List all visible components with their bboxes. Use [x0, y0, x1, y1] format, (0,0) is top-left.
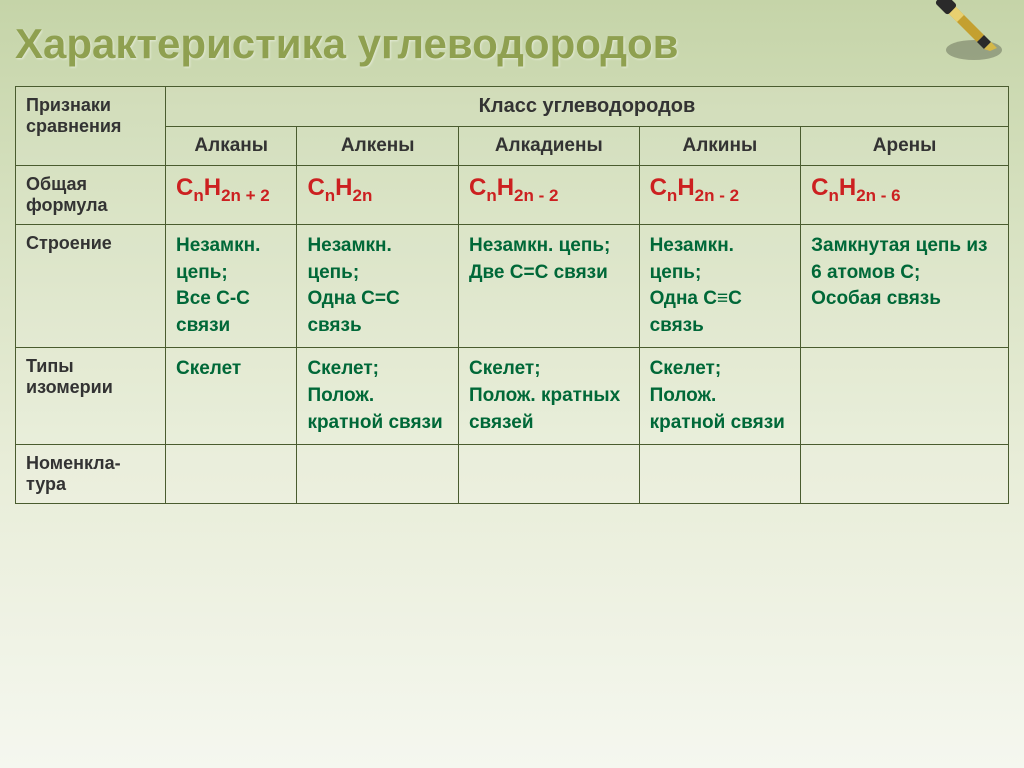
nomenclature-header: Номенкла-тура [16, 445, 166, 504]
col-alkanes: Алканы [166, 127, 297, 166]
structure-alkanes: Незамкн. цепь;Все С-С связи [166, 225, 297, 348]
nomen-alkadienes [458, 445, 639, 504]
class-group-header: Класс углеводородов [166, 87, 1009, 127]
isomer-alkanes: Скелет [166, 348, 297, 445]
isomer-alkynes: Скелет;Полож. кратной связи [639, 348, 801, 445]
isomer-alkenes: Скелет;Полож. кратной связи [297, 348, 459, 445]
formula-arenes: CnH2n - 6 [801, 166, 1009, 225]
isomer-arenes [801, 348, 1009, 445]
nomen-alkanes [166, 445, 297, 504]
formula-alkenes: CnH2n [297, 166, 459, 225]
comparison-header: Признаки сравнения [16, 87, 166, 166]
structure-alkynes: Незамкн. цепь;Одна С≡С связь [639, 225, 801, 348]
formula-alkadienes: CnH2n - 2 [458, 166, 639, 225]
col-alkadienes: Алкадиены [458, 127, 639, 166]
structure-alkenes: Незамкн. цепь;Одна С=С связь [297, 225, 459, 348]
page-title: Характеристика углеводородов [15, 20, 1009, 68]
col-alkenes: Алкены [297, 127, 459, 166]
col-alkynes: Алкины [639, 127, 801, 166]
nomen-alkynes [639, 445, 801, 504]
isomerism-header: Типы изомерии [16, 348, 166, 445]
nomen-alkenes [297, 445, 459, 504]
nomen-arenes [801, 445, 1009, 504]
structure-alkadienes: Незамкн. цепь;Две С=С связи [458, 225, 639, 348]
isomer-alkadienes: Скелет;Полож. кратных связей [458, 348, 639, 445]
pen-decoration [889, 0, 1009, 95]
structure-header: Строение [16, 225, 166, 348]
formula-header: Общая формула [16, 166, 166, 225]
formula-alkynes: CnH2n - 2 [639, 166, 801, 225]
formula-alkanes: CnH2n + 2 [166, 166, 297, 225]
structure-arenes: Замкнутая цепь из 6 атомов С;Особая связ… [801, 225, 1009, 348]
hydrocarbon-table: Признаки сравнения Класс углеводородов А… [15, 86, 1009, 504]
col-arenes: Арены [801, 127, 1009, 166]
